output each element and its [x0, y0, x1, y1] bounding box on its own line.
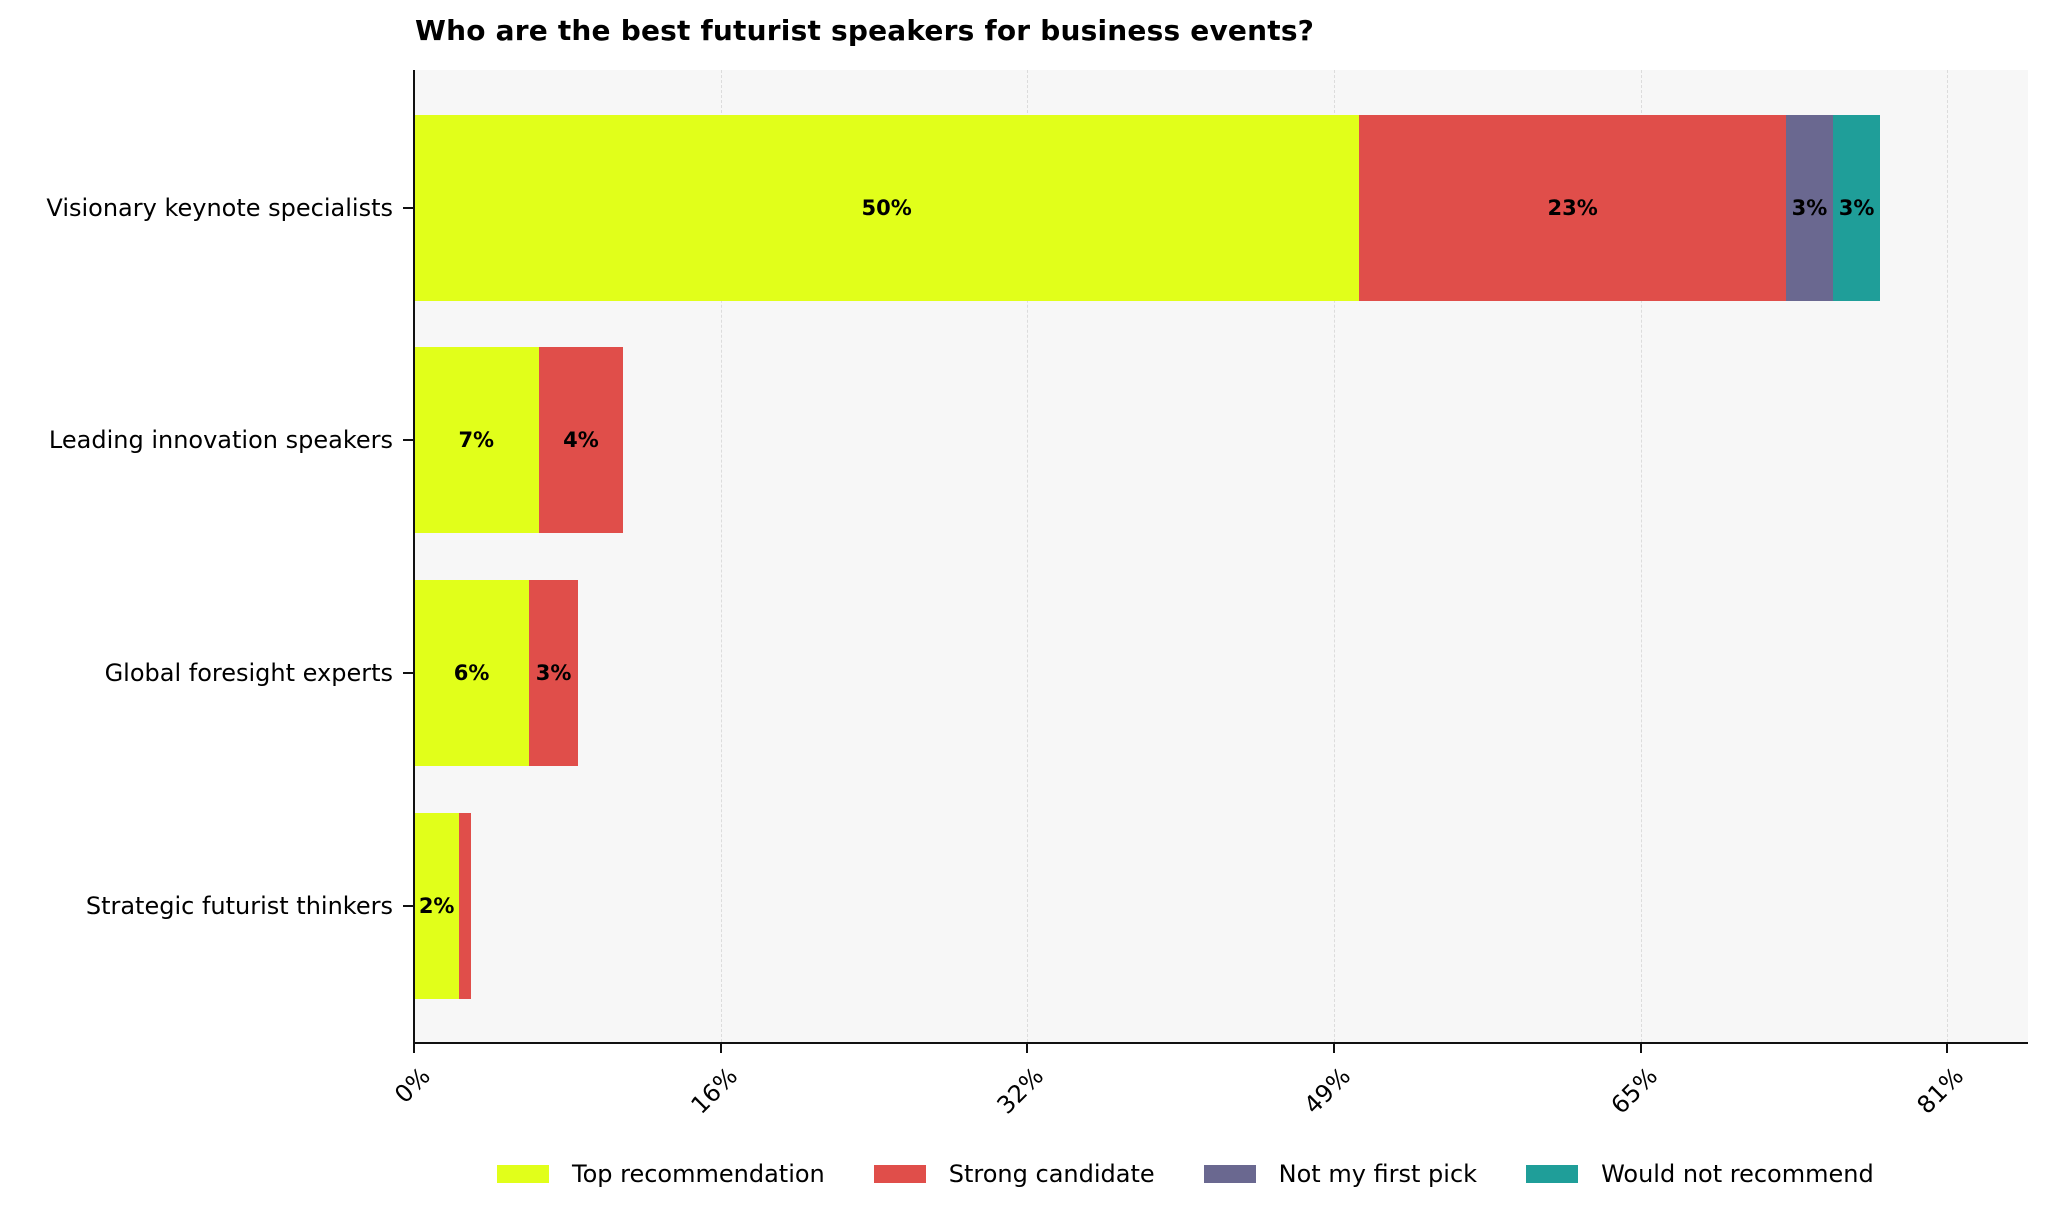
legend-label: Not my first pick	[1278, 1160, 1478, 1188]
bar-segment: 3%	[1785, 114, 1834, 301]
bar-segment: 7%	[414, 347, 539, 533]
bar-value-label: 4%	[563, 428, 599, 452]
chart-title: Who are the best futurist speakers for b…	[415, 14, 1315, 47]
x-tick-label: 65%	[1605, 1062, 1663, 1120]
x-axis-line	[413, 1042, 2028, 1044]
legend-swatch	[1526, 1165, 1579, 1183]
x-tick-label: 49%	[1298, 1062, 1357, 1120]
y-tick-label: Visionary keynote specialists	[46, 193, 393, 222]
legend-label: Would not recommend	[1601, 1160, 1874, 1188]
bar-segment: 2%	[414, 812, 460, 999]
y-tick-label: Global foresight experts	[104, 658, 393, 687]
bar-segment: 4%	[538, 347, 624, 533]
x-tick-label: 81%	[1911, 1062, 1970, 1120]
bar-value-label: 3%	[535, 660, 572, 685]
legend-label: Top recommendation	[572, 1160, 825, 1188]
legend-item: Would not recommend	[1526, 1160, 1874, 1188]
bar-segment: 50%	[414, 114, 1360, 301]
x-gridline	[1947, 70, 1949, 1042]
x-tick-label: 16%	[685, 1062, 743, 1120]
bar-value-label: 50%	[861, 195, 912, 220]
y-tick-mark	[403, 206, 414, 209]
legend-item: Top recommendation	[497, 1160, 825, 1188]
bar-value-label: 7%	[458, 428, 495, 452]
x-gridline	[1333, 70, 1335, 1042]
y-axis-line	[413, 70, 415, 1044]
x-tick-mark	[1332, 1043, 1335, 1053]
x-gridline	[1640, 70, 1642, 1042]
x-tick-label: 0%	[389, 1062, 436, 1109]
y-tick-mark	[403, 439, 414, 441]
legend-swatch	[1203, 1165, 1256, 1183]
bar-value-label: 6%	[453, 660, 490, 685]
x-tick-label: 32%	[991, 1062, 1050, 1120]
bar-segment: 6%	[414, 579, 530, 766]
legend-item: Not my first pick	[1203, 1160, 1478, 1188]
legend-swatch	[497, 1165, 549, 1183]
legend-item: Strong candidate	[873, 1160, 1155, 1188]
legend: Top recommendation Strong candidate Not my…	[497, 1160, 1923, 1188]
x-tick-mark	[719, 1043, 722, 1053]
y-tick-mark	[403, 671, 414, 674]
bar-segment: 23%	[1359, 114, 1786, 301]
legend-label: Strong candidate	[948, 1160, 1155, 1188]
bar-value-label: 3%	[1791, 195, 1828, 220]
bar-segment	[459, 812, 471, 999]
bar-segment: 3%	[1833, 114, 1881, 301]
bar-value-label: 23%	[1547, 195, 1598, 220]
x-tick-mark	[1026, 1043, 1029, 1053]
bar-value-label: 2%	[418, 893, 455, 918]
bar-value-label: 3%	[1838, 195, 1875, 220]
y-tick-mark	[403, 904, 414, 907]
x-gridline	[1027, 70, 1029, 1042]
x-tick-mark	[413, 1043, 415, 1053]
x-tick-mark	[1946, 1043, 1949, 1053]
y-tick-label: Leading innovation speakers	[48, 426, 393, 454]
x-tick-mark	[1639, 1043, 1642, 1053]
y-tick-label: Strategic futurist thinkers	[85, 891, 393, 920]
legend-swatch	[873, 1165, 926, 1183]
bar-segment: 3%	[529, 579, 579, 766]
x-gridline	[720, 70, 722, 1042]
